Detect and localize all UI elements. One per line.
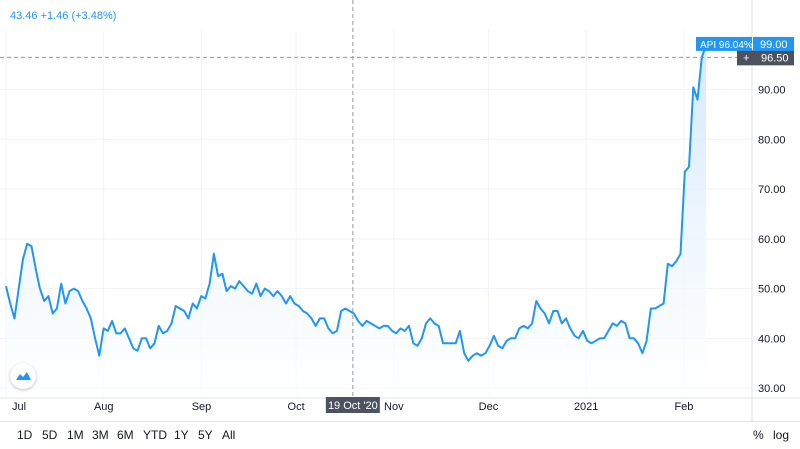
timeframe-1y-button[interactable]: 1Y	[174, 428, 189, 442]
crosshair-price-label-bg	[737, 50, 794, 66]
series-line	[5, 44, 707, 362]
price-change-readout: 43.46 +1.46 (+3.48%)	[10, 10, 117, 22]
y-tick-label: 60.00	[758, 234, 786, 246]
x-tick-label: Aug	[94, 401, 114, 413]
x-tick-label: Dec	[479, 401, 499, 413]
price-badge-label: 99.00	[760, 39, 788, 51]
timeframe-5d-button[interactable]: 5D	[42, 428, 58, 442]
crosshair: 19 Oct '20 + 96.50	[0, 0, 794, 413]
cloud-icon	[16, 372, 31, 380]
percent-scale-toggle[interactable]: %	[753, 428, 764, 442]
y-tick-label: 80.00	[758, 134, 786, 146]
y-tick-label: 40.00	[758, 333, 786, 345]
crosshair-price-label: 96.50	[761, 52, 789, 64]
x-tick-label: Sep	[192, 401, 212, 413]
timeframe-1d-button[interactable]: 1D	[17, 428, 33, 442]
crosshair-date-label-bg	[325, 397, 380, 413]
x-tick-label: Jul	[12, 401, 26, 413]
crosshair-plus-icon: +	[743, 52, 749, 64]
y-tick-label: 50.00	[758, 284, 786, 296]
symbol-badge-label: API 96.04%	[700, 40, 753, 51]
x-tick-label: Oct	[288, 401, 305, 413]
tradingview-logo-icon[interactable]	[10, 363, 36, 389]
y-tick-label: 70.00	[758, 184, 786, 196]
axis-layer: 30.00 40.00 50.00 60.00 70.00 80.00 90.00 Jul Au…	[0, 0, 800, 421]
y-tick-label: 30.00	[758, 383, 786, 395]
timeframe-3m-button[interactable]: 3M	[92, 428, 109, 442]
x-tick-label: 2021	[574, 401, 598, 413]
price-badge-bg	[753, 36, 794, 51]
series-area	[5, 44, 707, 399]
timeframe-ytd-button[interactable]: YTD	[143, 428, 167, 442]
timeframe-1m-button[interactable]: 1M	[67, 428, 84, 442]
timeframe-5y-button[interactable]: 5Y	[198, 428, 213, 442]
symbol-badge-bg	[696, 36, 752, 51]
last-value-badges: API 96.04% 99.00	[696, 36, 794, 51]
timeframe-all-button[interactable]: All	[222, 428, 236, 442]
log-scale-toggle[interactable]: log	[773, 428, 790, 442]
x-tick-label: Feb	[674, 401, 693, 413]
timeframe-bar: 1D 5D 1M 3M 6M YTD 1Y 5Y All % log	[0, 421, 800, 449]
x-tick-label: Nov	[384, 401, 404, 413]
crosshair-date-label: 19 Oct '20	[328, 400, 378, 412]
y-tick-label: 90.00	[758, 85, 786, 97]
timeframe-6m-button[interactable]: 6M	[117, 428, 134, 442]
area-fill	[6, 44, 706, 399]
